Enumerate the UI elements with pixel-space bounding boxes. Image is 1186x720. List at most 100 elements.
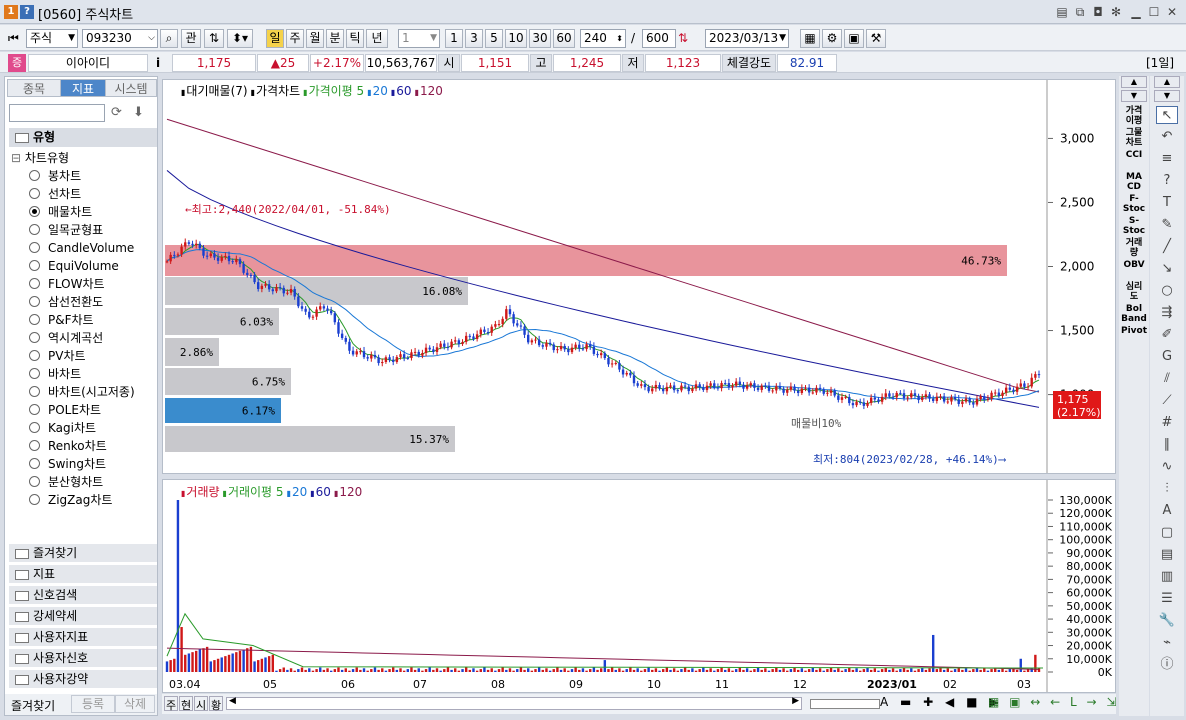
search-icon[interactable]: ⌕ xyxy=(160,29,178,48)
tab-indicator[interactable]: 지표 xyxy=(60,79,106,97)
text-icon[interactable]: T xyxy=(1163,195,1171,210)
window-icon[interactable]: ▢ xyxy=(1160,525,1174,540)
scroll-up-icon[interactable]: ▲ xyxy=(1121,76,1147,88)
refresh-icon[interactable]: ⇅ xyxy=(678,31,689,45)
fibo-icon[interactable]: ⇶ xyxy=(1161,305,1173,320)
save-icon[interactable]: ▣ xyxy=(844,29,864,48)
window-badge-1[interactable]: 1 xyxy=(4,5,18,19)
interval-5[interactable]: 5 xyxy=(485,29,503,48)
radio-icon[interactable] xyxy=(29,260,40,271)
period-minute[interactable]: 분 xyxy=(326,29,344,48)
radio-icon[interactable] xyxy=(29,206,40,217)
maximize-icon[interactable]: ☐ xyxy=(1148,5,1160,19)
interval-10[interactable]: 10 xyxy=(505,29,527,48)
stepper-icon[interactable]: ⬍▾ xyxy=(227,29,253,48)
settings-icon[interactable]: ✻ xyxy=(1110,5,1122,19)
section-2[interactable]: 신호검색 xyxy=(9,586,157,605)
camera-icon[interactable]: ◘ xyxy=(1093,5,1103,19)
interval-1[interactable]: 1 xyxy=(445,29,463,48)
list-icon[interactable]: ☰ xyxy=(1161,591,1173,606)
radio-icon[interactable] xyxy=(29,224,40,235)
section-6[interactable]: 사용자강약 xyxy=(9,670,157,689)
period-day[interactable]: 일 xyxy=(266,29,284,48)
chart-type-8[interactable]: P&F차트 xyxy=(29,311,94,329)
indicator-10[interactable]: Pivot xyxy=(1120,326,1148,336)
indicator-6[interactable]: 거래 량 xyxy=(1125,238,1143,258)
period-tick[interactable]: 틱 xyxy=(346,29,364,48)
section-1[interactable]: 지표 xyxy=(9,565,157,584)
favorites-button[interactable]: 즐겨찾기 xyxy=(11,699,56,713)
tools-down-icon[interactable]: ▼ xyxy=(1154,90,1180,102)
indicator-0[interactable]: 가격 이평 xyxy=(1125,106,1143,126)
section-3[interactable]: 강세약세 xyxy=(9,607,157,626)
indicator-9[interactable]: Bol Band xyxy=(1121,304,1147,324)
auto-icon[interactable]: A xyxy=(1162,503,1172,518)
pen-icon[interactable]: ✐ xyxy=(1161,327,1173,342)
close-icon[interactable]: ✕ xyxy=(1166,5,1178,19)
grid-icon[interactable]: # xyxy=(1161,415,1173,430)
chart-type-5[interactable]: EquiVolume xyxy=(29,257,119,275)
delete-button[interactable]: 삭제 xyxy=(115,695,155,713)
first-icon[interactable]: ⏮ xyxy=(8,31,19,45)
price-chart-panel[interactable]: 3,0002,5002,0001,5001,00046.73%16.08%6.0… xyxy=(162,79,1116,474)
indicator-3[interactable]: MA CD xyxy=(1126,172,1142,192)
period-week[interactable]: 주 xyxy=(286,29,304,48)
chart-type-0[interactable]: 봉차트 xyxy=(29,167,81,185)
tools-icon[interactable]: ⚒ xyxy=(866,29,886,48)
eraser-icon[interactable]: ✎ xyxy=(1161,217,1173,232)
total-input[interactable]: 600 xyxy=(642,29,676,48)
radio-icon[interactable] xyxy=(29,458,40,469)
interval-60[interactable]: 60 xyxy=(553,29,575,48)
radio-icon[interactable] xyxy=(29,404,40,415)
radio-icon[interactable] xyxy=(29,242,40,253)
line-icon[interactable]: ╱ xyxy=(1163,239,1171,254)
zoom-slider[interactable] xyxy=(810,699,880,709)
view-controls[interactable]: ▦ ▣ ↔ ← L → ⇲ xyxy=(988,695,1120,709)
gann-icon[interactable]: G xyxy=(1161,349,1173,364)
chart-type-3[interactable]: 일목균형표 xyxy=(29,221,103,239)
nav-controls[interactable]: A ▬ ✚ ◀ ■ ▶ xyxy=(880,695,1003,709)
table-icon[interactable]: ▦ xyxy=(800,29,820,48)
chart-type-7[interactable]: 삼선전환도 xyxy=(29,293,103,311)
copy-icon[interactable]: ⧉ xyxy=(1075,5,1085,19)
chart-type-6[interactable]: FLOW차트 xyxy=(29,275,105,293)
radio-icon[interactable] xyxy=(29,170,40,181)
date-input[interactable]: 2023/03/13 ▼ xyxy=(705,29,789,48)
config-icon[interactable]: ⚙ xyxy=(822,29,842,48)
parallel-icon[interactable]: ∥ xyxy=(1163,437,1171,452)
fan-icon[interactable]: ⫽ xyxy=(1164,371,1170,386)
ray-icon[interactable]: ↘ xyxy=(1161,261,1173,276)
count-input[interactable]: 240 ⬍ xyxy=(580,29,626,48)
chart-type-13[interactable]: POLE차트 xyxy=(29,401,101,419)
wave-icon[interactable]: ∿ xyxy=(1161,459,1173,474)
period-month[interactable]: 월 xyxy=(306,29,324,48)
indicator-1[interactable]: 그물 차트 xyxy=(1125,128,1143,148)
radio-icon[interactable] xyxy=(29,440,40,451)
section-5[interactable]: 사용자신호 xyxy=(9,649,157,668)
channel-icon[interactable]: ⟋ xyxy=(1162,393,1172,408)
question-icon[interactable]: ? xyxy=(1163,173,1171,188)
market-select[interactable]: 주식 ▼ xyxy=(26,29,78,48)
radio-icon[interactable] xyxy=(29,368,40,379)
indicator-5[interactable]: S- Stoc xyxy=(1122,216,1146,236)
code-input[interactable]: 093230 ⌵ xyxy=(82,29,158,48)
chart-type-10[interactable]: PV차트 xyxy=(29,347,86,365)
indicator-2[interactable]: CCI xyxy=(1125,150,1143,160)
chart-type-2[interactable]: 매물차트 xyxy=(29,203,92,221)
period-year[interactable]: 년 xyxy=(366,29,388,48)
chart-type-12[interactable]: 바차트(시고저종) xyxy=(29,383,135,401)
radio-icon[interactable] xyxy=(29,386,40,397)
section-0[interactable]: 즐겨찾기 xyxy=(9,544,157,563)
radio-icon[interactable] xyxy=(29,476,40,487)
radio-icon[interactable] xyxy=(29,350,40,361)
interval-select[interactable]: 1 ▼ xyxy=(398,29,440,48)
radio-icon[interactable] xyxy=(29,188,40,199)
radio-icon[interactable] xyxy=(29,422,40,433)
radio-icon[interactable] xyxy=(29,494,40,505)
horizontal-scrollbar[interactable]: ◀ ▶ xyxy=(226,696,802,710)
undo-icon[interactable]: ↶ xyxy=(1161,129,1173,144)
type-header[interactable]: 유형 xyxy=(9,128,157,147)
zigzag-icon[interactable]: ⌁ xyxy=(1163,635,1171,650)
circle-icon[interactable]: ○ xyxy=(1161,283,1173,298)
link-icon[interactable]: ▤ xyxy=(1056,5,1068,19)
